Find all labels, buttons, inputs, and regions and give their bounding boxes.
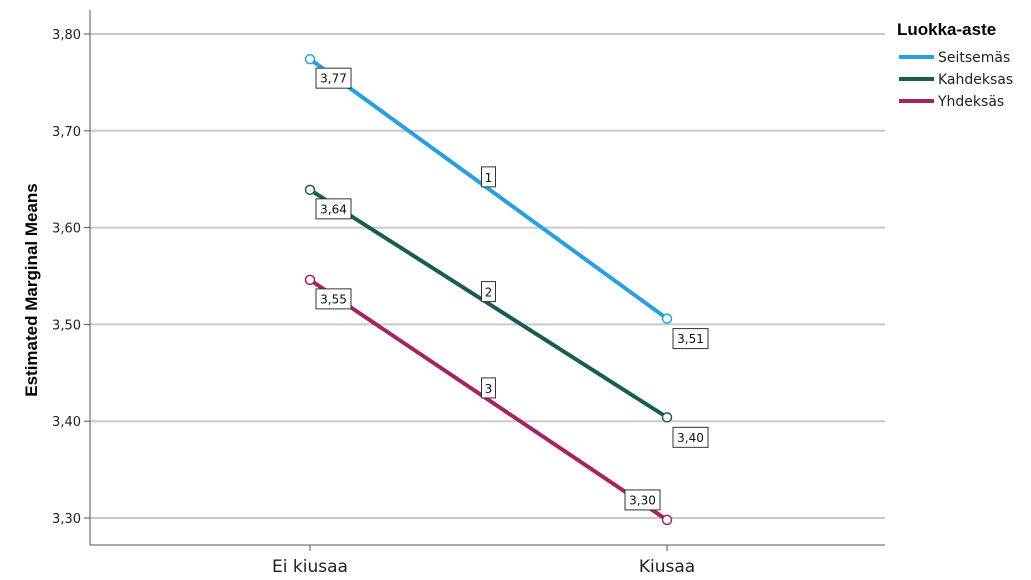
- data-label-box: [315, 288, 352, 310]
- series-seitsemäs: 3,77 3,51 1: [304, 53, 709, 350]
- y-tick-label: 3,40: [52, 415, 81, 430]
- series-marker-box: [481, 377, 496, 399]
- series-line: [308, 57, 669, 321]
- data-label-box: [672, 426, 709, 448]
- data-point: [304, 274, 316, 286]
- data-label-box: [624, 489, 661, 511]
- series-marker-box: [481, 281, 496, 303]
- y-tick-label: 3,60: [52, 222, 81, 237]
- series-lines: 3,77 3,51 1 3,64 3,40 2 3,55 3,30 3: [304, 53, 709, 526]
- data-label: 3,51: [677, 332, 704, 346]
- y-tick-labels: 3,30 3,40 3,50 3,60 3,70 3,80: [52, 28, 81, 527]
- data-point: [304, 184, 316, 196]
- data-label-box: [315, 67, 352, 89]
- y-tick-label: 3,70: [52, 125, 81, 140]
- axes: [89, 10, 885, 546]
- x-tick-labels: Ei kiusaa Kiusaa: [272, 545, 695, 577]
- data-label: 3,64: [320, 202, 347, 216]
- series-kahdeksas: 3,64 3,40 2: [304, 184, 709, 448]
- legend-item-label: Kahdeksas: [938, 72, 1013, 88]
- data-label-box: [315, 198, 352, 220]
- series-yhdeksäs: 3,55 3,30 3: [304, 274, 673, 526]
- data-point: [304, 53, 316, 65]
- gridlines: [84, 33, 885, 519]
- legend-item-label: Seitsemäs: [938, 50, 1010, 66]
- legend-title: Luokka-aste: [897, 20, 996, 39]
- legend-items: Seitsemäs Kahdeksas Yhdeksäs: [899, 50, 1013, 110]
- series-line: [308, 277, 669, 522]
- y-tick-label: 3,50: [52, 318, 81, 333]
- data-point: [661, 514, 673, 526]
- legend-item-label: Yhdeksäs: [937, 94, 1004, 110]
- y-axis-label: Estimated Marginal Means: [22, 183, 41, 397]
- y-tick-label: 3,30: [52, 512, 81, 527]
- series-marker: 3: [485, 382, 493, 396]
- series-marker-box: [481, 166, 496, 188]
- data-label: 3,55: [320, 292, 347, 306]
- y-tick-label: 3,80: [52, 28, 81, 43]
- data-point: [661, 412, 673, 423]
- series-marker: 1: [485, 171, 493, 185]
- x-tick-label: Kiusaa: [639, 557, 695, 577]
- data-label-box: [672, 328, 709, 350]
- legend: Luokka-aste Seitsemäs Kahdeksas Yhdeksäs: [897, 20, 1013, 110]
- series-marker: 2: [485, 286, 493, 300]
- data-label: 3,40: [677, 431, 704, 445]
- x-tick-label: Ei kiusaa: [272, 557, 348, 577]
- data-label: 3,77: [320, 72, 347, 86]
- series-line: [308, 187, 669, 420]
- data-point: [661, 313, 673, 324]
- data-label: 3,30: [629, 493, 656, 507]
